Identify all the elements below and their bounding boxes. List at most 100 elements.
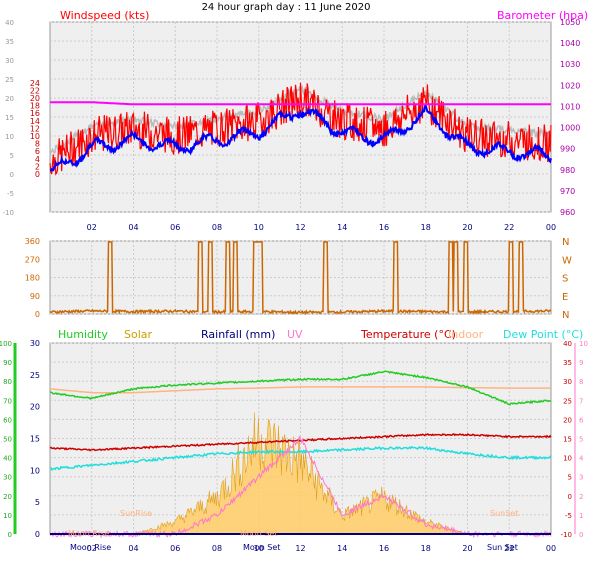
temperature-tick-label: 15 [563, 436, 572, 444]
direction-compass-label: S [562, 274, 568, 285]
wind-outer-tick-label: 15 [5, 114, 14, 122]
humidity-tick-label: 100 [0, 340, 12, 348]
solar-tick-label: 30 [30, 339, 40, 348]
direction-tick-label: 270 [25, 255, 40, 264]
weather-x-tick-label: 06 [170, 544, 180, 553]
moon-rise-axis-annotation: Moon Rise [70, 543, 111, 552]
baro-tick-label: 1000 [560, 124, 580, 133]
wind-outer-tick-label: 5 [10, 152, 14, 160]
wind-x-tick-label: 10 [254, 223, 264, 232]
uv-tick-label: 5 [579, 436, 583, 444]
moon-set-axis-annotation: Moon Set [243, 543, 280, 552]
temperature-tick-label: 35 [563, 359, 572, 367]
baro-tick-label: 1040 [560, 39, 580, 48]
wind-tick-label: 0 [35, 170, 40, 179]
direction-tick-label: 90 [30, 292, 40, 301]
baro-tick-label: 960 [560, 208, 575, 217]
wind-x-tick-label: 06 [170, 223, 180, 232]
wind-secondary-line [50, 104, 552, 172]
baro-tick-label: 990 [560, 145, 575, 154]
indoor-series-line [49, 386, 551, 394]
legend-indoor: Indoor [448, 328, 484, 341]
temperature-tick-label: 0 [568, 493, 572, 501]
baro-tick-label: 970 [560, 187, 575, 196]
baro-tick-label: 1020 [560, 81, 580, 90]
barometer-axis-label: Barometer (hpa) [497, 9, 588, 22]
solar-tick-label: 15 [30, 435, 40, 444]
uv-tick-label: 10 [579, 340, 588, 348]
wind-tick-label: 4 [35, 155, 40, 164]
uv-tick-label: 3 [579, 474, 583, 482]
temperature-tick-label: -5 [565, 512, 572, 520]
temperature-tick-label: 5 [568, 474, 572, 482]
windspeed-axis-label: Windspeed (kts) [60, 9, 149, 22]
direction-compass-label: E [562, 292, 568, 303]
direction-tick-label: 180 [25, 274, 40, 283]
wind-outer-tick-label: 35 [5, 38, 14, 46]
wind-tick-label: 16 [30, 109, 40, 118]
wind-x-tick-label: 08 [212, 223, 222, 232]
wind-tick-label: 24 [30, 79, 40, 88]
wind-x-tick-label: 02 [87, 223, 97, 232]
humidity-series-line [49, 370, 552, 406]
wind-x-tick-label: 22 [504, 223, 514, 232]
solar-tick-label: 10 [30, 466, 40, 475]
uv-tick-label: 1 [579, 512, 583, 520]
weather-x-tick-label: 12 [295, 544, 305, 553]
humidity-tick-label: 40 [3, 455, 12, 463]
wind-x-tick-label: 00 [546, 223, 556, 232]
humidity-tick-label: 0 [8, 531, 12, 539]
weather-x-tick-label: 08 [212, 544, 222, 553]
direction-tick-label: 360 [25, 237, 40, 246]
direction-tick-label: 0 [35, 310, 40, 319]
sunset-annotation: SunSet [490, 509, 518, 518]
wind-outer-tick-label: 0 [10, 171, 14, 179]
legend-rainfall: Rainfall (mm) [201, 328, 275, 341]
baro-tick-label: 980 [560, 166, 575, 175]
solar-tick-label: 25 [30, 371, 40, 380]
graph-title: 24 hour graph day : 11 June 2020 [202, 2, 371, 13]
dewpoint-series-line [49, 445, 552, 472]
temperature-tick-label: 40 [563, 340, 572, 348]
wind-outer-tick-label: -10 [3, 209, 14, 217]
wind-outer-tick-label: 10 [5, 133, 14, 141]
wind-outer-tick-label: 30 [5, 57, 14, 65]
direction-compass-label: N [562, 237, 569, 248]
uv-tick-label: 4 [579, 455, 584, 463]
wind-tick-label: 22 [30, 86, 40, 95]
windspeed-series-line [49, 82, 552, 176]
wind-outer-tick-label: 40 [5, 19, 14, 27]
weather-x-tick-label: 22 [504, 544, 514, 553]
direction-compass-label: W [562, 255, 572, 266]
temperature-series-line [49, 433, 552, 452]
legend-temperature: Temperature (°C) [360, 328, 456, 341]
legend-dewpoint: Dew Point (°C) [503, 328, 583, 341]
weather-x-tick-label: 16 [379, 544, 389, 553]
wind-direction-series-line [49, 241, 552, 316]
uv-tick-label: 7 [579, 397, 583, 405]
humidity-tick-label: 50 [3, 436, 12, 444]
moon-set-annotation: Moon Set [240, 529, 277, 538]
humidity-tick-label: 70 [3, 397, 12, 405]
temperature-tick-label: 25 [563, 397, 572, 405]
wind-tick-label: 12 [30, 124, 40, 133]
uv-tick-label: 2 [579, 493, 583, 501]
solar-tick-label: 20 [30, 403, 40, 412]
legend-uv: UV [287, 328, 303, 341]
wind-tick-label: 18 [30, 102, 40, 111]
wind-x-tick-label: 16 [379, 223, 389, 232]
wind-tick-label: 8 [35, 140, 40, 149]
weather-x-tick-label: 14 [337, 544, 347, 553]
baro-tick-label: 1030 [560, 60, 580, 69]
legend-solar: Solar [124, 328, 153, 341]
humidity-tick-label: 90 [3, 359, 12, 367]
weather-x-tick-label: 18 [421, 544, 431, 553]
temperature-tick-label: -10 [561, 531, 572, 539]
baro-tick-label: 1010 [560, 102, 580, 111]
temperature-tick-label: 20 [563, 416, 572, 424]
wind-x-tick-label: 12 [295, 223, 305, 232]
temperature-tick-label: 30 [563, 378, 572, 386]
wind-outer-tick-label: -5 [7, 190, 14, 198]
wind-tick-label: 14 [30, 117, 40, 126]
